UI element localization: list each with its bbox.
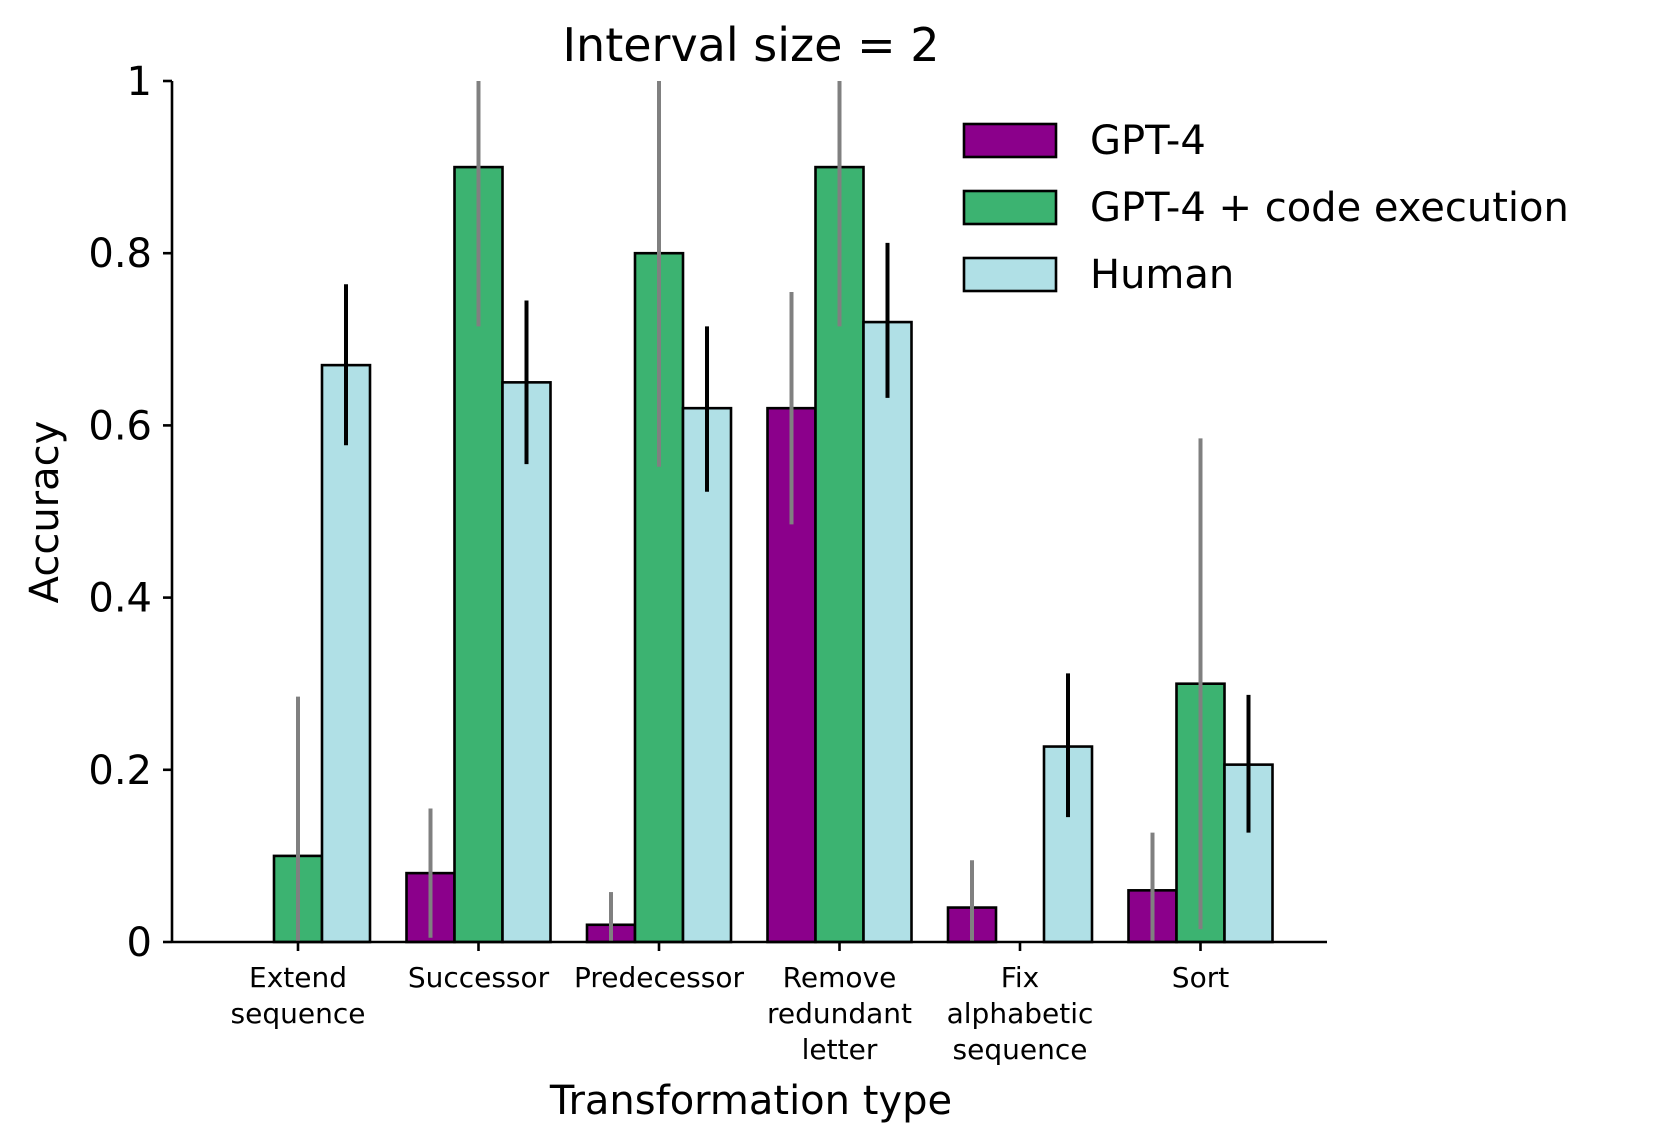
y-tick-label: 0.4 [88,576,152,622]
chart-title: Interval size = 2 [562,18,939,72]
y-axis-title: Accuracy [22,421,68,604]
bar-human-0 [320,363,372,944]
legend-swatch [962,256,1058,293]
y-tick-label: 0 [127,920,152,966]
bar-human-3 [862,320,913,944]
x-tick-label: Predecessor [574,961,744,994]
legend: GPT-4 GPT-4 + code execution Human [962,118,1569,298]
legend-label: GPT-4 [1090,118,1206,164]
y-tick-label: 0.8 [88,231,152,277]
errorbars-group [296,81,1251,942]
y-tick-label: 1 [127,59,152,105]
bar-human-1 [501,381,552,944]
x-ticks-group: Extend sequence Successor Predecessor Remove… [231,942,1229,1066]
x-tick-label: Fix alphabetic sequence [947,961,1094,1066]
legend-label: Human [1090,252,1234,298]
legend-swatch [962,189,1058,226]
y-ticks-group: 0 0.2 0.4 0.6 0.8 1 [88,59,172,966]
x-tick-label: Successor [408,961,550,994]
y-tick-label: 0.6 [88,403,152,449]
x-tick-label: Extend sequence [231,961,366,1030]
x-tick-label: Sort [1172,961,1229,994]
x-axis-title: Transformation type [549,1078,952,1124]
legend-swatch [962,122,1058,159]
legend-label: GPT-4 + code execution [1090,185,1569,231]
bar-human-2 [681,406,733,944]
y-tick-label: 0.2 [88,748,152,794]
x-tick-label: Remove redundant letter [767,961,912,1066]
